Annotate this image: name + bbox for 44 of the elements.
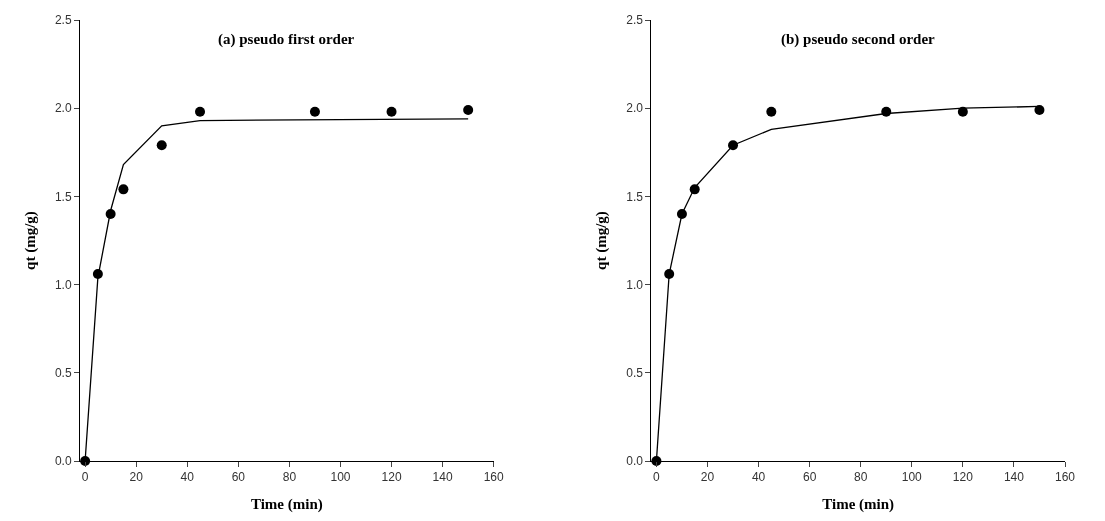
x-tick-label: 20 <box>129 470 144 485</box>
x-tick-label: 40 <box>751 470 766 485</box>
x-tick-label: 160 <box>1054 470 1076 485</box>
point <box>386 106 397 117</box>
y-tick-label: 1.5 <box>54 189 72 204</box>
y-axis-title: qt (mg/g) <box>593 211 611 270</box>
y-tick-label: 1.0 <box>54 277 72 292</box>
y-tick-label: 0.5 <box>626 366 644 380</box>
y-tick-label: 1.5 <box>626 189 644 204</box>
x-tick-label: 80 <box>854 470 868 485</box>
y-axis-title: qt (mg/g) <box>22 211 40 270</box>
x-tick-label: 0 <box>653 470 661 485</box>
point <box>195 106 206 117</box>
y-tick-label: 0.5 <box>54 366 72 380</box>
point <box>766 106 777 117</box>
text: (a) pseudo first order <box>218 31 355 48</box>
y-tick-label: 1.0 <box>626 277 644 292</box>
x-tick-label: 140 <box>1003 470 1025 485</box>
x-tick-label: 100 <box>901 470 923 485</box>
point <box>156 140 167 151</box>
x-tick-label: 140 <box>432 470 453 485</box>
y-tick-label: 0.0 <box>626 454 644 469</box>
x-tick-label: 60 <box>802 470 817 485</box>
y-tick-label: 2.0 <box>54 101 72 116</box>
x-tick-label: 80 <box>282 470 297 485</box>
x-tick-label: 20 <box>700 470 715 485</box>
y-tick-label: 0.0 <box>54 454 72 469</box>
point <box>1034 104 1045 115</box>
x-tick-label: 40 <box>180 470 195 485</box>
text: (b) pseudo second order <box>781 31 936 48</box>
x-tick-label: 120 <box>381 470 402 485</box>
y-tick-label: 2.5 <box>626 13 644 28</box>
x-tick-label: 100 <box>330 470 351 485</box>
y-tick-label: 2.0 <box>626 101 644 116</box>
x-axis-title: Time (min) <box>822 496 895 514</box>
point <box>463 104 474 115</box>
point <box>309 106 320 117</box>
x-tick-label: 0 <box>81 470 89 485</box>
point <box>118 184 129 195</box>
x-tick-label: 60 <box>231 470 246 485</box>
y-tick-label: 2.5 <box>54 13 72 28</box>
x-tick-label: 120 <box>952 470 974 485</box>
x-axis-title: Time (min) <box>250 496 323 514</box>
x-tick-label: 160 <box>483 470 505 485</box>
